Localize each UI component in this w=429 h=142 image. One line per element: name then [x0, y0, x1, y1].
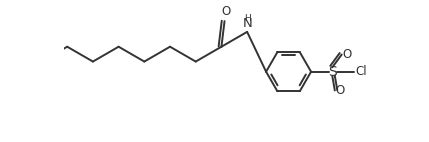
Text: H: H: [244, 14, 251, 23]
Text: N: N: [242, 17, 252, 30]
Text: O: O: [343, 48, 352, 61]
Text: Cl: Cl: [356, 65, 367, 78]
Text: O: O: [221, 5, 231, 18]
Text: S: S: [328, 65, 337, 79]
Text: O: O: [336, 84, 345, 97]
